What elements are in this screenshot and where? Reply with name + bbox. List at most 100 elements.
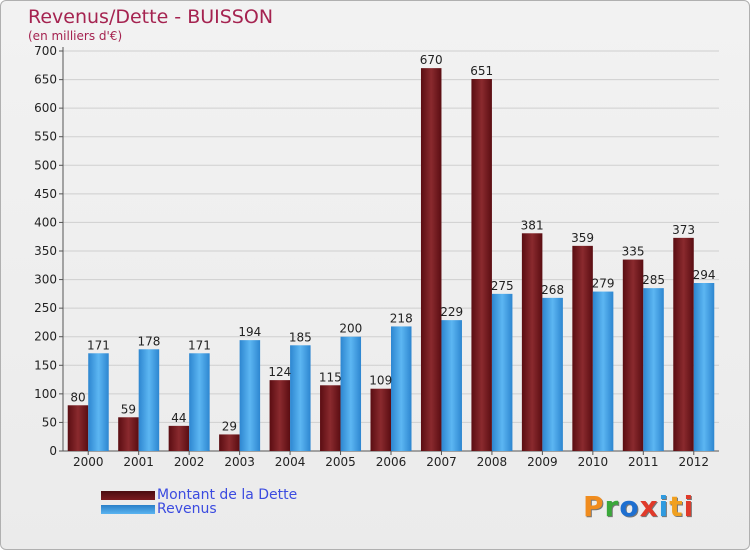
x-tick-label-2009: 2009 xyxy=(527,455,558,469)
legend-label-revenus: Revenus xyxy=(157,501,217,517)
bar-dette-2001 xyxy=(118,417,139,451)
bar-dette-2012 xyxy=(673,237,694,451)
bar-dette-2000 xyxy=(67,405,89,451)
data-label-revenus-2010: 279 xyxy=(592,277,615,291)
y-tick-label-650: 650 xyxy=(34,73,57,87)
data-label-revenus-2004: 185 xyxy=(289,330,312,344)
logo-letter: P xyxy=(583,490,605,523)
data-label-dette-2001: 59 xyxy=(121,402,136,416)
x-tick-label-2003: 2003 xyxy=(224,455,255,469)
data-label-dette-2005: 115 xyxy=(319,370,342,384)
legend-swatch-revenus xyxy=(101,504,155,514)
bar-dette-2003 xyxy=(219,434,240,451)
y-tick-label-50: 50 xyxy=(42,415,57,429)
bar-revenus-2011 xyxy=(643,288,664,451)
chart-subtitle: (en milliers d'€) xyxy=(28,29,123,43)
bar-revenus-2012 xyxy=(693,283,715,451)
y-tick-label-250: 250 xyxy=(34,301,57,315)
data-label-dette-2008: 651 xyxy=(470,64,493,78)
y-tick-label-0: 0 xyxy=(49,444,57,458)
data-label-revenus-2009: 268 xyxy=(541,283,564,297)
y-tick-label-450: 450 xyxy=(34,187,57,201)
legend-item-dette: Montant de la Dette xyxy=(101,487,297,503)
bar-revenus-2006 xyxy=(391,326,412,451)
chart-title: Revenus/Dette - BUISSON xyxy=(28,6,274,28)
logo-letter: x xyxy=(639,490,659,523)
x-tick-label-2011: 2011 xyxy=(628,455,659,469)
logo-letter: o xyxy=(619,490,640,523)
bar-revenus-2009 xyxy=(542,297,563,451)
data-label-revenus-2000: 171 xyxy=(87,338,110,352)
y-tick-label-150: 150 xyxy=(34,358,57,372)
x-tick-label-2012: 2012 xyxy=(678,455,709,469)
x-tick-label-2000: 2000 xyxy=(73,455,104,469)
x-tick-label-2010: 2010 xyxy=(578,455,609,469)
data-label-dette-2006: 109 xyxy=(369,374,392,388)
data-label-revenus-2002: 171 xyxy=(188,338,211,352)
y-tick-label-100: 100 xyxy=(34,387,57,401)
data-label-dette-2002: 44 xyxy=(171,411,186,425)
x-tick-label-2001: 2001 xyxy=(123,455,154,469)
bar-revenus-2003 xyxy=(239,340,261,451)
y-tick-label-300: 300 xyxy=(34,273,57,287)
data-label-dette-2007: 670 xyxy=(420,53,443,67)
data-label-revenus-2007: 229 xyxy=(440,305,463,319)
bar-dette-2008 xyxy=(471,79,492,451)
y-tick-label-400: 400 xyxy=(34,215,57,229)
y-tick-label-600: 600 xyxy=(34,101,57,115)
y-tick-label-700: 700 xyxy=(34,44,57,58)
legend-label-dette: Montant de la Dette xyxy=(157,487,298,503)
bars xyxy=(67,68,715,452)
logo-letter: r xyxy=(604,490,620,523)
data-label-dette-2010: 359 xyxy=(571,231,594,245)
bar-dette-2011 xyxy=(622,259,644,451)
bar-revenus-2004 xyxy=(290,345,311,451)
data-label-dette-2012: 373 xyxy=(672,223,695,237)
bar-dette-2005 xyxy=(320,385,341,451)
legend-item-revenus: Revenus xyxy=(101,501,217,517)
data-labels: 80 171 59 178 44 171 29 194 124 185 115 200 109 218 67… xyxy=(70,53,715,433)
bar-revenus-2000 xyxy=(88,353,109,451)
bar-revenus-2001 xyxy=(138,349,160,451)
bar-dette-2002 xyxy=(168,425,190,451)
y-tick-label-500: 500 xyxy=(34,158,57,172)
bar-revenus-2008 xyxy=(491,293,513,451)
x-tick-label-2002: 2002 xyxy=(174,455,205,469)
bar-dette-2007 xyxy=(420,68,442,452)
data-label-revenus-2012: 294 xyxy=(693,268,716,282)
data-label-dette-2011: 335 xyxy=(622,245,645,259)
data-label-dette-2004: 124 xyxy=(268,365,291,379)
bar-revenus-2007 xyxy=(441,320,462,451)
bar-dette-2006 xyxy=(370,388,391,451)
logo-letter: i xyxy=(658,490,670,523)
data-label-dette-2000: 80 xyxy=(70,390,85,404)
bar-revenus-2005 xyxy=(340,336,362,451)
logo-letter: t xyxy=(669,490,684,523)
x-tick-label-2005: 2005 xyxy=(325,455,356,469)
x-tick-label-2004: 2004 xyxy=(275,455,306,469)
x-tick-label-2006: 2006 xyxy=(376,455,407,469)
logo-letter: i xyxy=(683,490,695,523)
proxiti-logo: Proxiti xyxy=(583,490,694,523)
y-tick-label-550: 550 xyxy=(34,130,57,144)
bar-revenus-2002 xyxy=(189,353,210,451)
data-label-revenus-2003: 194 xyxy=(238,325,261,339)
x-tick-label-2007: 2007 xyxy=(426,455,457,469)
bar-revenus-2010 xyxy=(592,291,614,451)
y-tick-label-350: 350 xyxy=(34,244,57,258)
bar-dette-2004 xyxy=(269,380,291,451)
x-tick-label-2008: 2008 xyxy=(477,455,508,469)
data-label-dette-2003: 29 xyxy=(222,419,237,433)
data-label-revenus-2001: 178 xyxy=(137,334,160,348)
data-label-revenus-2005: 200 xyxy=(339,322,362,336)
bar-dette-2010 xyxy=(572,245,593,451)
data-label-dette-2009: 381 xyxy=(521,218,544,232)
legend-swatch-dette xyxy=(101,490,155,500)
data-label-revenus-2011: 285 xyxy=(642,273,665,287)
data-label-revenus-2008: 275 xyxy=(491,279,514,293)
data-label-revenus-2006: 218 xyxy=(390,311,413,325)
axes: 0 50 100 150 200 250 300 350 400 450 500 550 600 650 7… xyxy=(34,44,719,469)
bar-dette-2009 xyxy=(521,233,543,451)
